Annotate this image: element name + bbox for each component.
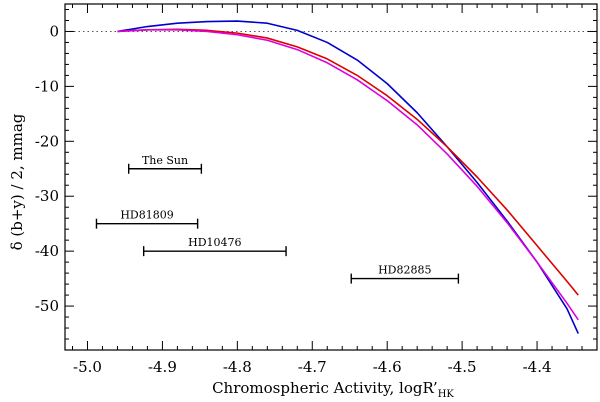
range-label-2: HD81809 bbox=[120, 209, 173, 222]
range-label-3: HD10476 bbox=[188, 236, 241, 249]
series-line-2 bbox=[117, 28, 579, 296]
y-tick-label: -30 bbox=[35, 187, 59, 205]
y-axis-label: δ (b+y) / 2, mmag bbox=[8, 113, 26, 250]
x-tick-label: -4.6 bbox=[373, 358, 402, 376]
y-tick-label: -50 bbox=[35, 297, 59, 315]
x-axis-label: Chromospheric Activity, logR’HK bbox=[212, 379, 454, 400]
y-tick-label: -40 bbox=[35, 242, 59, 260]
plot-area: The Sun HD81809 HD10476 HD82885 -5.0 -4.9 -4.8… bbox=[35, 3, 598, 376]
range-label-1: The Sun bbox=[142, 154, 188, 167]
x-tick-label: -4.8 bbox=[223, 358, 252, 376]
y-tick-label: -20 bbox=[35, 132, 59, 150]
y-tick-label: -10 bbox=[35, 77, 59, 95]
x-tick-label: -5.0 bbox=[73, 358, 102, 376]
range-label-4: HD82885 bbox=[378, 264, 431, 277]
x-tick-label: -4.9 bbox=[148, 358, 177, 376]
series-line-1 bbox=[117, 20, 579, 334]
x-tick-label: -4.5 bbox=[448, 358, 477, 376]
plot-frame bbox=[64, 3, 598, 351]
series-line-3 bbox=[117, 29, 579, 321]
y-tick-label: 0 bbox=[49, 22, 59, 40]
x-tick-label: -4.7 bbox=[298, 358, 327, 376]
x-tick-label: -4.4 bbox=[523, 358, 552, 376]
